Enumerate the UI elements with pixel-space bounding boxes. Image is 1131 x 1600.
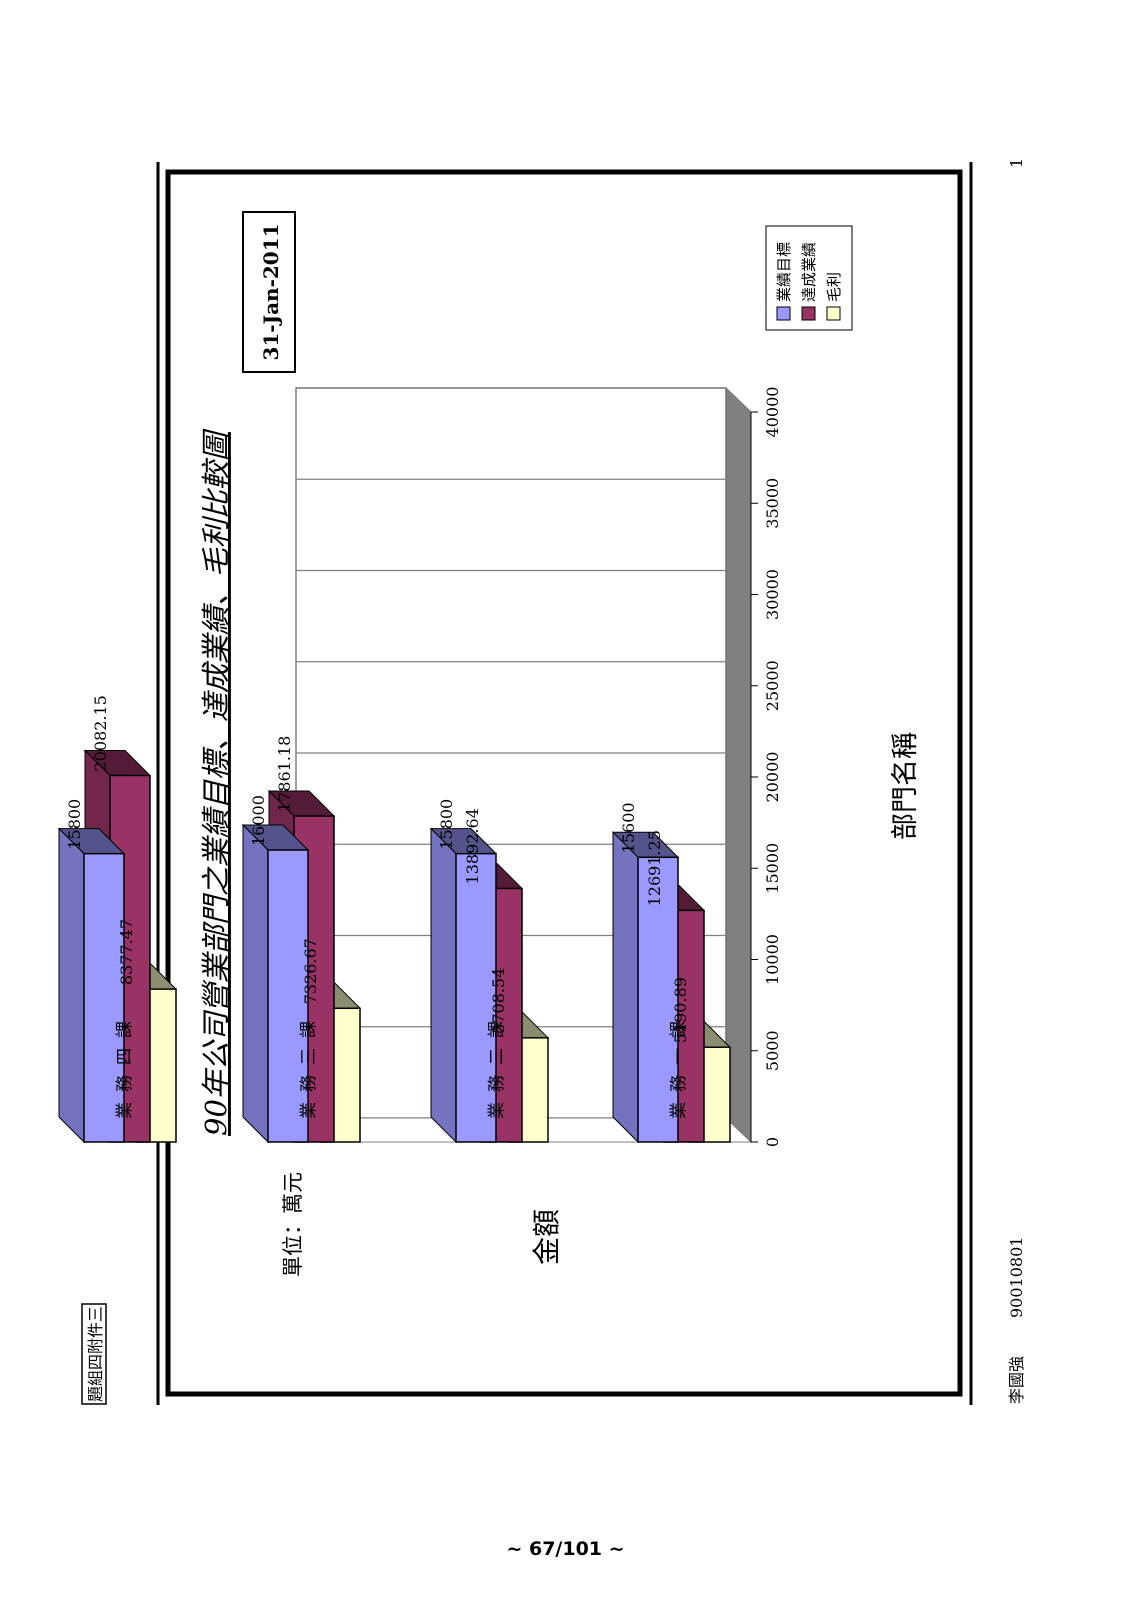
annex-label-box [81, 1303, 107, 1405]
data-label-target: 15800 [437, 799, 456, 850]
legend-swatch-target [776, 306, 791, 321]
chart-title: 90年公司營業部門之業績目標、達成業績、毛利比較圖 [199, 428, 233, 1136]
gridline-floor [725, 935, 752, 960]
legend: 業績目標 達成業績 毛利 [765, 225, 853, 331]
footer-name: 李國強 [1007, 1356, 1026, 1404]
legend-label-margin: 毛利 [825, 272, 843, 302]
x-tick-label: 業務二課 [487, 1011, 507, 1119]
data-label-target: 15800 [65, 799, 84, 850]
y-tick-label: 20000 [763, 752, 782, 803]
annex-label: 題組四附件三 [86, 1306, 105, 1402]
legend-label-achieved: 達成業績 [800, 242, 818, 302]
x-tick-label: 業務四課 [115, 1011, 135, 1119]
date-label: 31-Jan-2011 [259, 223, 283, 360]
data-label-margin: 5190.89 [671, 977, 690, 1043]
legend-box [765, 225, 853, 331]
y-tick-label: 15000 [763, 843, 782, 894]
y-tick-label: 35000 [763, 478, 782, 529]
y-tick-label: 0 [763, 1137, 782, 1147]
y-axis-title: 金額 [530, 1209, 563, 1265]
gridline-floor [725, 661, 752, 687]
data-label-achieved: 17861.18 [275, 736, 294, 812]
x-tick-label: 業務三課 [299, 1011, 319, 1119]
data-label-achieved: 13892.64 [463, 808, 482, 884]
y-tick-label: 5000 [763, 1030, 782, 1071]
gridline-floor [725, 478, 752, 504]
y-tick-label: 10000 [763, 934, 782, 985]
legend-label-target: 業績目標 [775, 242, 793, 302]
chart-border [165, 169, 963, 1397]
gridline-floor [725, 843, 752, 869]
y-tick-label: 25000 [763, 660, 782, 711]
x-axis-title: 部門名稱 [890, 732, 921, 840]
date-box [242, 211, 296, 373]
bar-target [267, 849, 309, 1143]
y-tick-label: 30000 [763, 569, 782, 620]
data-label-margin: 7326.67 [301, 938, 320, 1004]
data-label-achieved: 20082.15 [91, 695, 110, 771]
data-label-target: 16000 [249, 795, 268, 846]
plot-area: 0 5000 10000 15000 20000 25000 30000 35000 40000… [57, 387, 782, 1147]
data-label-target: 15600 [619, 802, 638, 853]
data-label-margin: 5708.54 [489, 968, 508, 1034]
data-label-achieved: 12691.25 [645, 830, 664, 906]
bar-target [637, 856, 679, 1143]
bar-target [455, 852, 497, 1143]
y-tick-label: 40000 [763, 387, 782, 438]
bar-side-target [612, 831, 639, 1144]
corner-number: 1 [1007, 158, 1026, 168]
footer-code: 90010801 [1007, 1237, 1026, 1318]
gridline-floor [725, 1026, 752, 1052]
gridline-floor [725, 752, 752, 778]
gridline-floor [725, 387, 752, 413]
bar-target [83, 852, 125, 1143]
legend-swatch-margin [826, 306, 841, 321]
bar-side-target [58, 827, 85, 1144]
legend-swatch-achieved [801, 306, 816, 321]
bar-side-target [430, 827, 457, 1144]
unit-label: 單位：萬元 [281, 1172, 305, 1277]
page-number: ~ 67/101 ~ [506, 1538, 625, 1560]
gridline-floor [725, 570, 752, 595]
bar-side-target [242, 823, 269, 1144]
data-label-margin: 8377.47 [117, 919, 136, 985]
x-tick-label: 業務一課 [669, 1011, 689, 1119]
